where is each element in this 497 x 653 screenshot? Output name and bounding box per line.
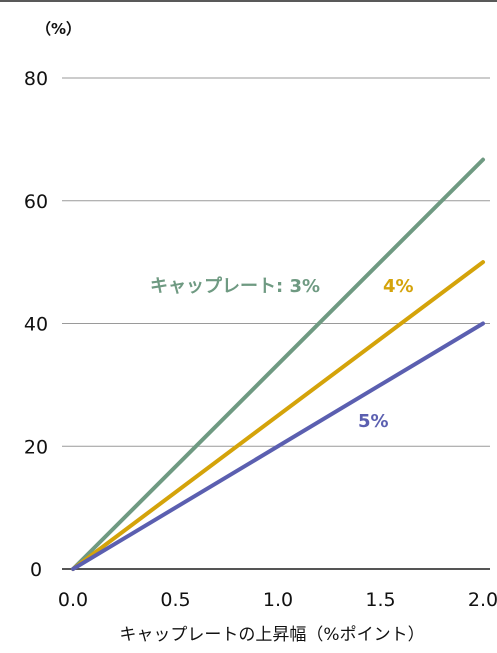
series-line-3pct	[71, 157, 485, 571]
x-tick-label: 0.5	[160, 589, 190, 611]
series-label-3pct: キャップレート: 3%	[150, 275, 320, 297]
series-label-4pct: 4%	[383, 276, 414, 297]
series-line-5pct	[71, 321, 485, 571]
y-tick-label: 60	[24, 191, 48, 213]
x-axis-label: キャップレートの上昇幅（%ポイント）	[119, 625, 424, 645]
y-tick-label: 80	[24, 68, 48, 90]
x-tick-label: 1.0	[263, 589, 293, 611]
series-lines	[71, 157, 485, 571]
y-unit-label: （%）	[36, 20, 81, 38]
y-tick-labels: 0 20 40 60 80	[24, 68, 48, 581]
y-tick-label: 40	[24, 314, 48, 336]
x-tick-labels: 0.0 0.5 1.0 1.5 2.0	[58, 589, 497, 611]
y-tick-label: 20	[24, 436, 48, 458]
x-tick-label: 2.0	[468, 589, 497, 611]
y-tick-label: 0	[30, 559, 42, 581]
gridlines	[62, 77, 490, 570]
x-tick-label: 0.0	[58, 589, 88, 611]
series-line-4pct	[71, 260, 485, 571]
series-label-5pct: 5%	[358, 411, 389, 432]
series-labels: キャップレート: 3% 4% 5%	[150, 275, 414, 432]
x-tick-label: 1.5	[365, 589, 395, 611]
